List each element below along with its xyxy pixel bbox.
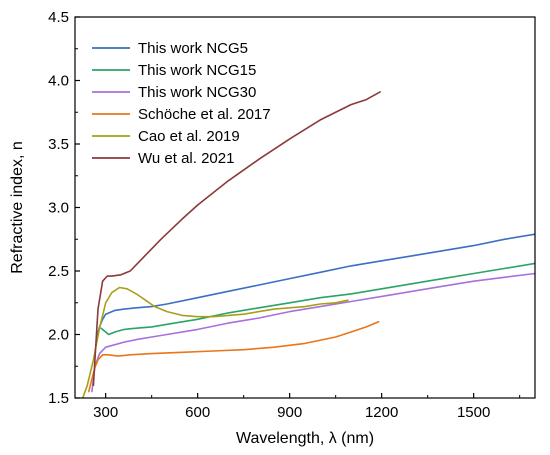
y-tick-label: 1.5 [48, 390, 69, 407]
series-line-5 [81, 286, 349, 398]
legend-label-4: Schöche et al. 2017 [138, 106, 271, 123]
x-axis-title: Wavelength, λ (nm) [236, 430, 374, 447]
x-tick-label: 1200 [365, 404, 398, 421]
y-tick-label: 2.0 [48, 327, 69, 344]
legend-label-3: This work NCG30 [138, 84, 256, 101]
x-tick-label: 1500 [457, 404, 490, 421]
legend: This work NCG5 This work NCG15 This work N… [92, 40, 271, 167]
x-tick-label: 600 [185, 404, 210, 421]
legend-label-1: This work NCG5 [138, 40, 248, 57]
y-tick-label: 4.5 [48, 9, 69, 26]
x-tick-label: 900 [277, 404, 302, 421]
series-line-2 [100, 262, 535, 336]
y-tick-label: 4.0 [48, 73, 69, 90]
y-axis-title: Refractive index, n [9, 141, 26, 274]
series-layer [81, 91, 535, 398]
series-line-6 [92, 91, 381, 387]
series-line-4 [88, 321, 380, 393]
series-line-1 [95, 233, 535, 340]
series-line-3 [91, 272, 535, 393]
y-tick-label: 2.5 [48, 263, 69, 280]
legend-label-5: Cao et al. 2019 [138, 128, 240, 145]
y-tick-label: 3.5 [48, 136, 69, 153]
legend-label-2: This work NCG15 [138, 62, 256, 79]
ticks-layer: 300 600 900 1200 1500 1.5 2.0 2.5 3.0 3.5 4.0 4.5 [48, 9, 521, 421]
x-tick-label: 300 [93, 404, 118, 421]
y-tick-label: 3.0 [48, 200, 69, 217]
legend-label-6: Wu et al. 2021 [138, 150, 234, 167]
